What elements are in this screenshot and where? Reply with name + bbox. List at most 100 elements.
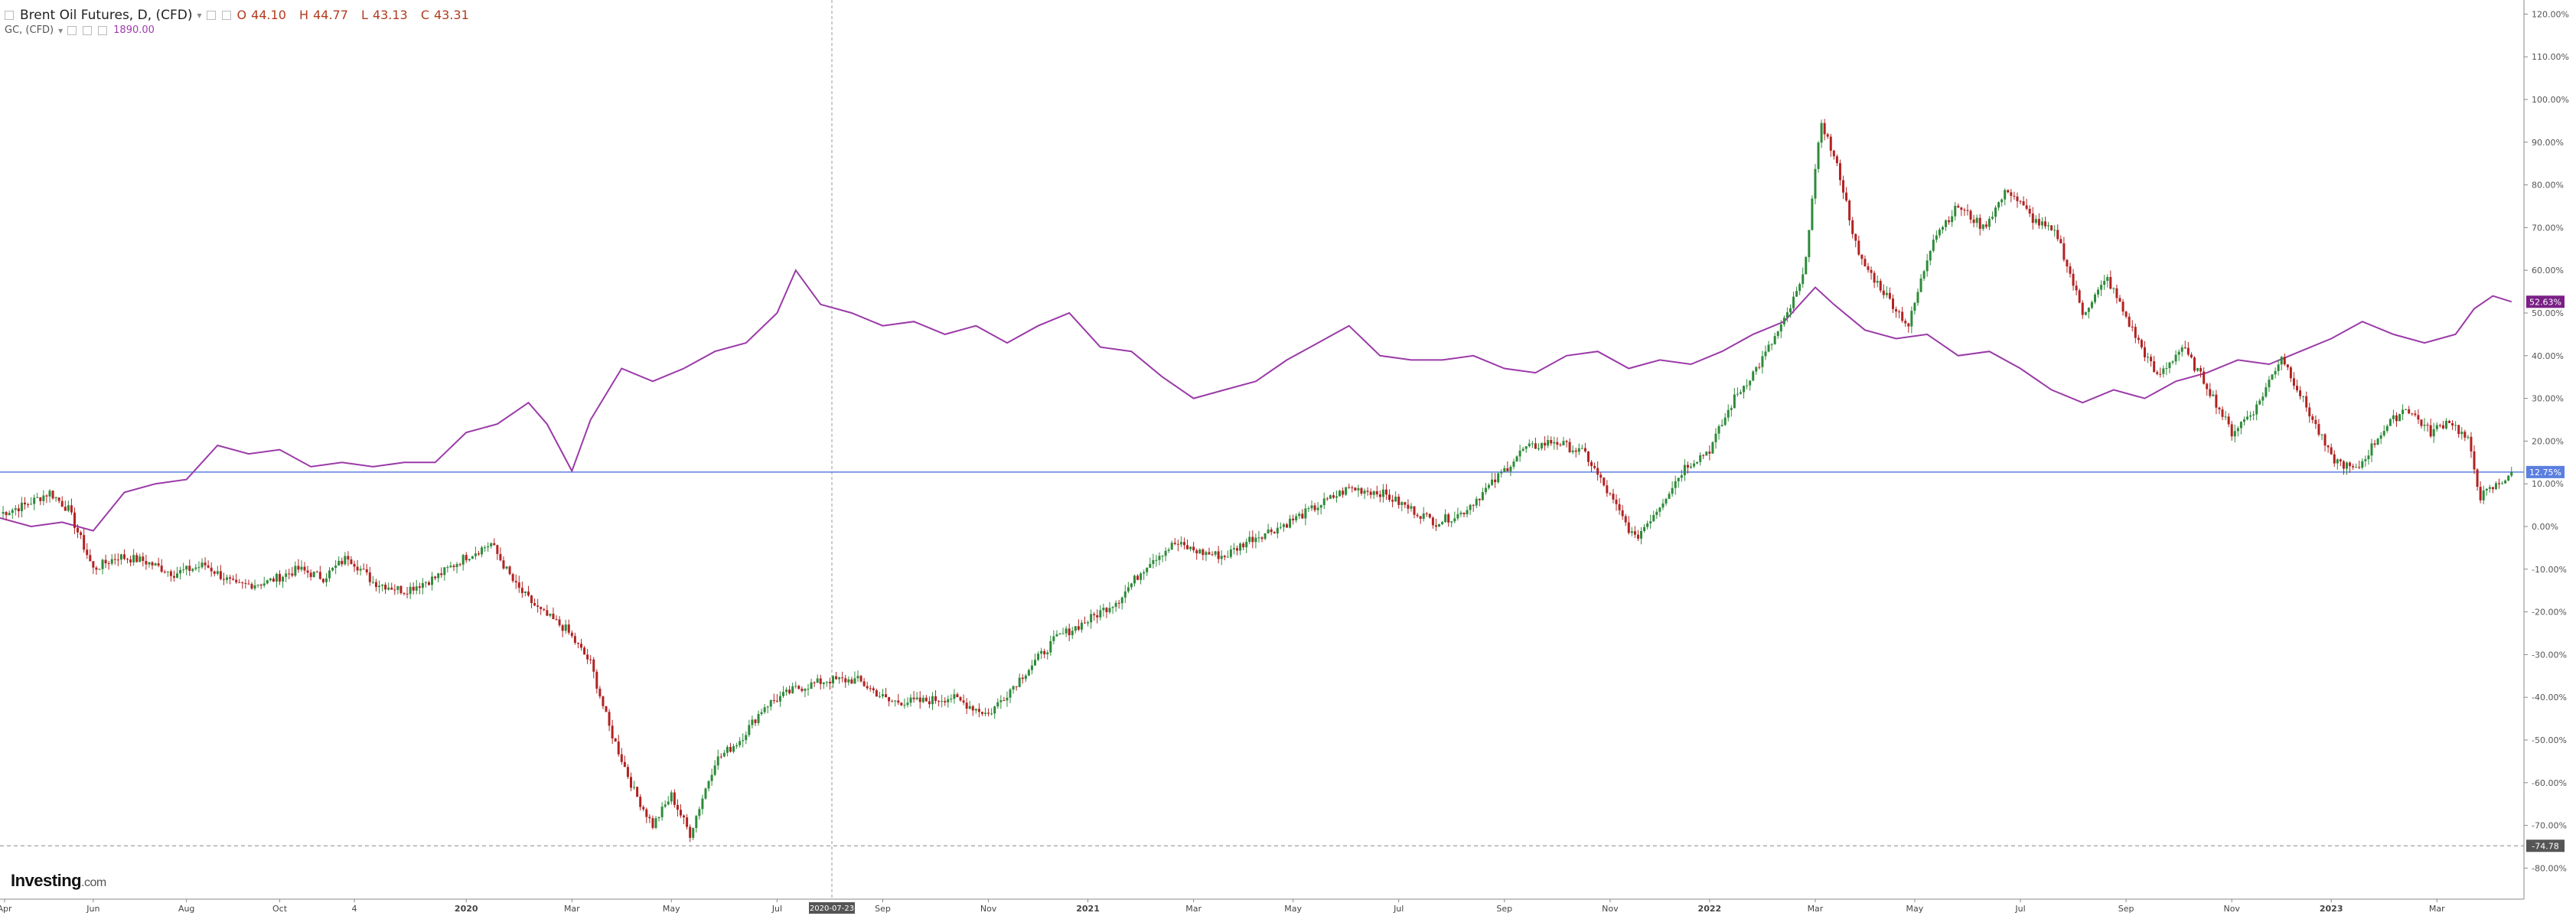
candle-body	[1671, 487, 1674, 494]
candle-body	[2239, 422, 2242, 429]
candle-body	[546, 610, 549, 616]
candle-body	[1571, 450, 1574, 452]
candle-body	[2156, 372, 2159, 374]
candle-body	[977, 709, 980, 712]
candle-body	[412, 586, 415, 591]
candle-body	[2485, 488, 2488, 491]
candle-body	[906, 702, 909, 706]
candle-body	[452, 566, 455, 568]
candle-body	[1925, 260, 1929, 272]
candle-body	[2153, 361, 2156, 373]
candle-body	[614, 738, 617, 742]
candle-body	[602, 696, 605, 706]
candle-body	[2358, 467, 2361, 468]
candle-body	[1693, 463, 1696, 467]
collapse-icon[interactable]	[5, 11, 14, 20]
candle-body	[517, 582, 520, 588]
x-tick-label: Jul	[2014, 904, 2025, 914]
candle-body	[2000, 199, 2004, 203]
candle-body	[1388, 494, 1391, 500]
candle-body	[2199, 367, 2203, 372]
candle-body	[481, 547, 484, 555]
candle-body	[1888, 292, 1891, 299]
x-tick-label: Mar	[1808, 904, 1824, 914]
candle-body	[2040, 221, 2043, 226]
candle-body	[1864, 259, 1867, 266]
candle-body	[1528, 443, 1531, 447]
candle-body	[875, 690, 878, 697]
close-icon[interactable]	[221, 11, 231, 20]
candle-body	[70, 505, 73, 513]
candle-body	[2467, 436, 2470, 438]
candle-body	[726, 747, 729, 753]
close-icon[interactable]	[98, 26, 108, 35]
candle-body	[2206, 383, 2209, 390]
candle-body	[2355, 467, 2358, 468]
candle-body	[60, 500, 64, 507]
candle-body	[1680, 475, 1683, 478]
candle-body	[2252, 414, 2255, 416]
candle-body	[1018, 677, 1021, 687]
collapse-icon[interactable]	[67, 26, 77, 35]
candle-body	[2302, 396, 2305, 397]
candle-body	[2004, 190, 2007, 200]
candle-body	[1938, 230, 1941, 236]
candle-body	[1683, 465, 1686, 476]
legend-symbol[interactable]: Brent Oil Futures, D, (CFD)	[20, 8, 193, 23]
candle-body	[853, 678, 856, 684]
settings-icon[interactable]	[206, 11, 216, 20]
candle-body	[679, 810, 682, 816]
candle-body	[2408, 409, 2411, 414]
chevron-down-icon[interactable]: ▾	[58, 25, 64, 36]
low-marker-label: -74.78	[2532, 841, 2558, 851]
candle-body	[334, 566, 337, 569]
candle-body	[1882, 290, 1885, 295]
candle-body	[142, 556, 145, 561]
x-tick-label: Nov	[2223, 904, 2240, 914]
compare-symbol[interactable]: GC, (CFD)	[5, 24, 54, 36]
candle-body	[2183, 347, 2186, 349]
candle-body	[1910, 311, 1913, 327]
candle-body	[1922, 271, 1925, 279]
candle-body	[941, 701, 944, 702]
candle-body	[83, 535, 86, 550]
candle-body	[225, 577, 228, 580]
candle-body	[1615, 499, 1618, 504]
candle-body	[540, 606, 543, 610]
candle-body	[713, 765, 716, 775]
candle-body	[197, 567, 201, 569]
candle-body	[2280, 357, 2283, 365]
candle-body	[440, 573, 443, 575]
candle-body	[533, 603, 536, 606]
candle-body	[2448, 420, 2451, 423]
candle-body	[686, 817, 689, 827]
candle-body	[2432, 429, 2435, 437]
candle-body	[1391, 500, 1394, 502]
candle-body	[160, 566, 163, 572]
candle-body	[210, 567, 213, 572]
candle-body	[782, 692, 785, 696]
candle-body	[1624, 516, 1627, 523]
candle-body	[1655, 511, 1658, 515]
candle-body	[2411, 413, 2414, 415]
candle-body	[862, 681, 866, 686]
candle-body	[318, 572, 321, 579]
candle-body	[1550, 439, 1553, 444]
candle-body	[984, 712, 987, 714]
chevron-down-icon[interactable]: ▾	[197, 10, 202, 21]
candle-body	[1120, 597, 1123, 604]
x-tick-label: Mar	[1185, 904, 1202, 914]
candle-body	[1077, 626, 1080, 630]
settings-icon[interactable]	[83, 26, 93, 35]
candle-body	[1776, 331, 1779, 337]
candle-body	[872, 688, 875, 691]
candle-body	[1723, 417, 1727, 425]
candle-body	[701, 798, 704, 810]
candle-body	[2289, 367, 2292, 379]
candle-body	[30, 504, 33, 505]
candle-body	[2180, 347, 2183, 352]
candle-body	[409, 586, 412, 595]
candle-body	[931, 696, 934, 705]
x-tick-label: Oct	[272, 904, 288, 914]
